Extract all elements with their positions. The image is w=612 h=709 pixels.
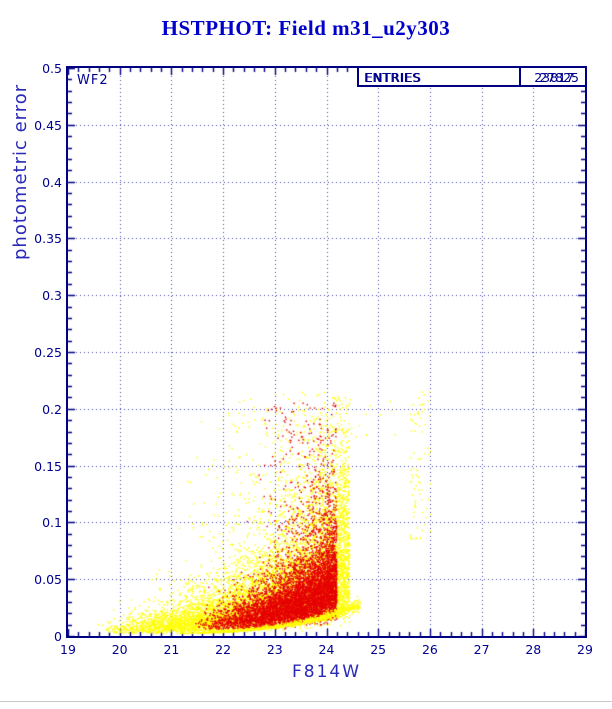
x-tick-label: 22 (215, 642, 232, 657)
y-tick-label: 0.2 (42, 401, 62, 417)
x-tick-label: 28 (525, 642, 542, 657)
entries-label-overprint: ENTRIES (365, 70, 422, 85)
y-tick-label: 0.15 (34, 458, 62, 474)
x-tick-label: 21 (163, 642, 180, 657)
x-tick-label: 26 (421, 642, 438, 657)
entries-value-primary: 27825 (539, 70, 579, 85)
stats-box: ENTRIES ENTRIES 27825 23817 (357, 66, 587, 87)
x-tick-label: 27 (473, 642, 490, 657)
scatter-canvas (68, 68, 585, 636)
entries-value-secondary: 23817 (534, 70, 574, 85)
plot-frame: WF2 ENTRIES ENTRIES 27825 23817 (66, 66, 587, 638)
x-axis-label: F814W (291, 662, 362, 682)
y-tick-label: 0 (54, 629, 62, 644)
x-tick-label: 25 (370, 642, 387, 657)
x-tick-label: 24 (318, 642, 335, 657)
stats-box-divider (519, 68, 521, 85)
y-tick-label: 0.25 (34, 345, 62, 360)
window-edge (0, 701, 612, 702)
entries-label: ENTRIES (364, 70, 421, 85)
entries-values: 27825 23817 (509, 70, 579, 85)
x-tick-label: 23 (266, 642, 283, 657)
page-title: HSTPHOT: Field m31_u2y303 (161, 16, 451, 40)
y-tick-label: 0.5 (42, 61, 62, 76)
x-tick-label: 29 (577, 642, 593, 657)
panel-label: WF2 (77, 73, 109, 88)
x-tick-label: 19 (60, 642, 76, 657)
y-tick-label: 0.05 (34, 572, 62, 588)
y-tick-label: 0.1 (42, 515, 62, 531)
y-axis-label: photometric error (10, 83, 31, 260)
x-tick-label: 20 (111, 642, 128, 657)
y-tick-label: 0.3 (42, 288, 62, 304)
